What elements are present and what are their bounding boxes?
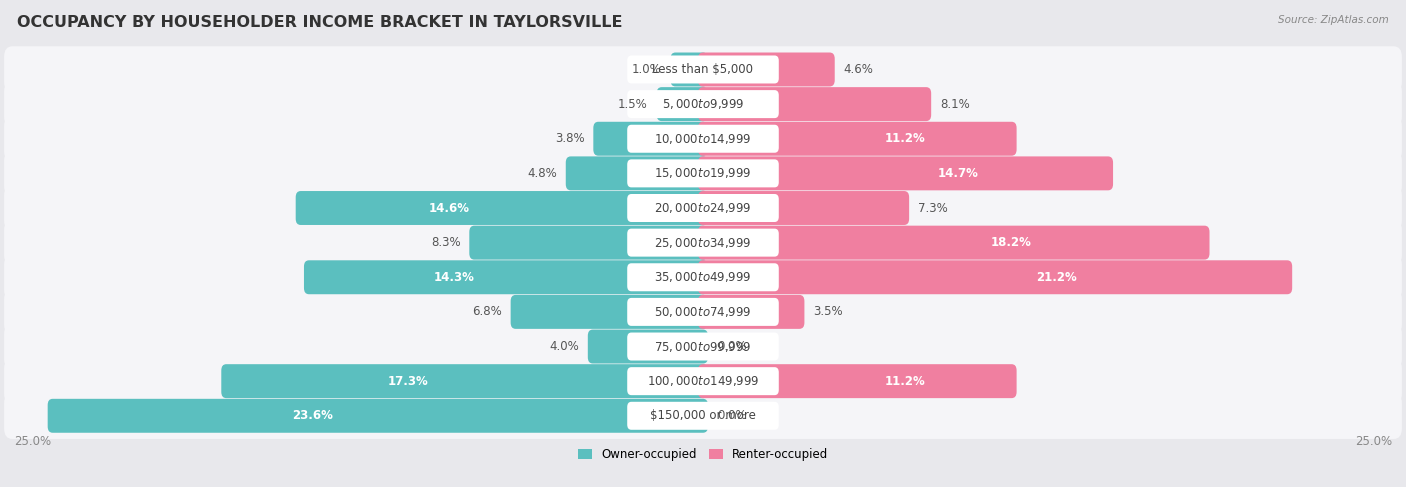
FancyBboxPatch shape [48,399,709,433]
Text: OCCUPANCY BY HOUSEHOLDER INCOME BRACKET IN TAYLORSVILLE: OCCUPANCY BY HOUSEHOLDER INCOME BRACKET … [17,15,623,30]
FancyBboxPatch shape [588,330,709,363]
FancyBboxPatch shape [4,150,1402,197]
FancyBboxPatch shape [697,191,910,225]
FancyBboxPatch shape [697,122,1017,156]
Text: 1.5%: 1.5% [619,97,648,111]
Text: $35,000 to $49,999: $35,000 to $49,999 [654,270,752,284]
Text: 18.2%: 18.2% [991,236,1032,249]
Text: 3.8%: 3.8% [555,132,585,145]
FancyBboxPatch shape [4,323,1402,370]
FancyBboxPatch shape [697,53,835,87]
Text: 4.0%: 4.0% [550,340,579,353]
FancyBboxPatch shape [593,122,709,156]
FancyBboxPatch shape [697,364,1017,398]
Text: $75,000 to $99,999: $75,000 to $99,999 [654,339,752,354]
FancyBboxPatch shape [627,367,779,395]
Text: $15,000 to $19,999: $15,000 to $19,999 [654,167,752,180]
FancyBboxPatch shape [470,225,709,260]
FancyBboxPatch shape [697,156,1114,190]
FancyBboxPatch shape [4,220,1402,266]
FancyBboxPatch shape [304,260,709,294]
FancyBboxPatch shape [4,393,1402,439]
Text: 3.5%: 3.5% [813,305,842,318]
Text: 14.3%: 14.3% [433,271,474,284]
FancyBboxPatch shape [4,358,1402,404]
Text: 8.1%: 8.1% [941,97,970,111]
Text: 0.0%: 0.0% [717,409,747,422]
Text: 14.7%: 14.7% [938,167,979,180]
Text: $10,000 to $14,999: $10,000 to $14,999 [654,132,752,146]
Text: 14.6%: 14.6% [429,202,470,214]
Text: $100,000 to $149,999: $100,000 to $149,999 [647,374,759,388]
FancyBboxPatch shape [295,191,709,225]
Text: Less than $5,000: Less than $5,000 [652,63,754,76]
Text: $5,000 to $9,999: $5,000 to $9,999 [662,97,744,111]
Text: 0.0%: 0.0% [717,340,747,353]
FancyBboxPatch shape [627,228,779,257]
Text: 8.3%: 8.3% [430,236,461,249]
FancyBboxPatch shape [627,194,779,222]
Text: $50,000 to $74,999: $50,000 to $74,999 [654,305,752,319]
FancyBboxPatch shape [657,87,709,121]
FancyBboxPatch shape [627,298,779,326]
FancyBboxPatch shape [4,289,1402,335]
Text: $20,000 to $24,999: $20,000 to $24,999 [654,201,752,215]
FancyBboxPatch shape [627,90,779,118]
Text: 21.2%: 21.2% [1036,271,1077,284]
FancyBboxPatch shape [627,125,779,153]
Text: 11.2%: 11.2% [884,375,925,388]
FancyBboxPatch shape [627,402,779,430]
FancyBboxPatch shape [697,87,931,121]
FancyBboxPatch shape [627,333,779,360]
Text: 7.3%: 7.3% [918,202,948,214]
Legend: Owner-occupied, Renter-occupied: Owner-occupied, Renter-occupied [572,443,834,466]
Text: 4.8%: 4.8% [527,167,557,180]
FancyBboxPatch shape [627,159,779,187]
FancyBboxPatch shape [4,81,1402,127]
FancyBboxPatch shape [671,53,709,87]
FancyBboxPatch shape [510,295,709,329]
Text: 25.0%: 25.0% [14,435,51,448]
Text: 23.6%: 23.6% [292,409,333,422]
Text: $150,000 or more: $150,000 or more [650,409,756,422]
Text: 4.6%: 4.6% [844,63,873,76]
Text: 11.2%: 11.2% [884,132,925,145]
FancyBboxPatch shape [221,364,709,398]
FancyBboxPatch shape [697,295,804,329]
FancyBboxPatch shape [627,263,779,291]
Text: 1.0%: 1.0% [631,63,662,76]
Text: 17.3%: 17.3% [388,375,429,388]
Text: 25.0%: 25.0% [1355,435,1392,448]
FancyBboxPatch shape [697,225,1209,260]
FancyBboxPatch shape [4,254,1402,300]
Text: $25,000 to $34,999: $25,000 to $34,999 [654,236,752,250]
Text: Source: ZipAtlas.com: Source: ZipAtlas.com [1278,15,1389,25]
Text: 6.8%: 6.8% [472,305,502,318]
FancyBboxPatch shape [565,156,709,190]
FancyBboxPatch shape [4,46,1402,93]
FancyBboxPatch shape [4,185,1402,231]
FancyBboxPatch shape [627,56,779,83]
FancyBboxPatch shape [697,260,1292,294]
FancyBboxPatch shape [4,115,1402,162]
